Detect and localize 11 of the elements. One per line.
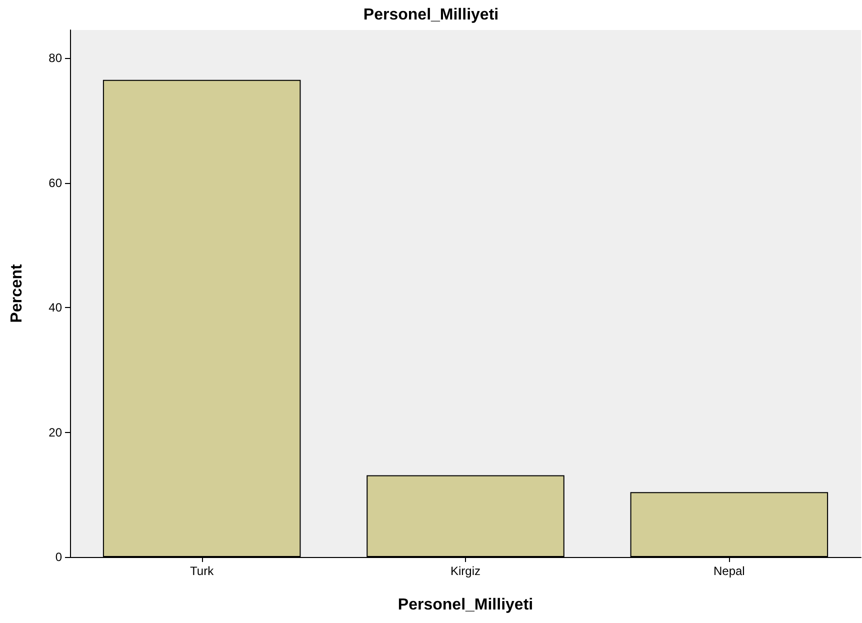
x-axis-title: Personel_Milliyeti	[398, 596, 534, 614]
x-tick-label: Nepal	[713, 564, 745, 578]
x-tick-label: Turk	[190, 564, 215, 578]
y-axis-title: Percent	[8, 263, 26, 323]
y-tick-label: 20	[48, 425, 62, 440]
y-tick-label: 0	[55, 550, 62, 564]
y-tick-label: 60	[48, 176, 62, 190]
y-tick-label: 80	[48, 51, 62, 66]
chart-title: Personel_Milliyeti	[363, 6, 499, 24]
y-tick-label: 40	[48, 300, 62, 315]
x-tick-label: Kirgiz	[450, 564, 481, 578]
